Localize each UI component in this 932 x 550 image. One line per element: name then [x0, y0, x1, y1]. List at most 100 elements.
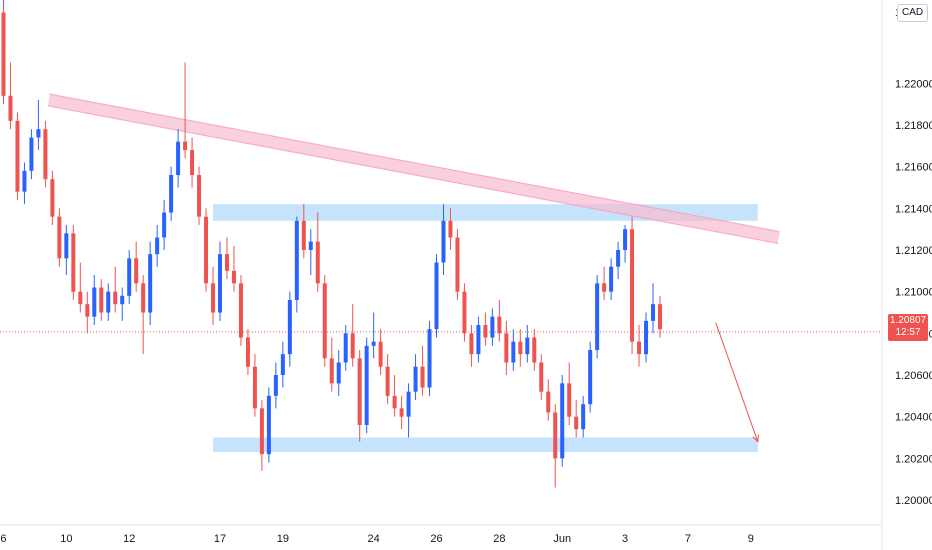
candle[interactable]	[399, 395, 404, 430]
candle[interactable]	[483, 312, 488, 346]
candle[interactable]	[560, 375, 565, 467]
candle[interactable]	[602, 266, 607, 300]
candle[interactable]	[385, 354, 390, 405]
candle[interactable]	[546, 379, 551, 421]
candle[interactable]	[57, 208, 62, 267]
candle[interactable]	[50, 170, 55, 225]
candle[interactable]	[259, 400, 264, 471]
candle[interactable]	[364, 337, 369, 434]
candle[interactable]	[308, 229, 313, 275]
candle[interactable]	[630, 216, 635, 355]
candle[interactable]	[518, 329, 523, 367]
candle[interactable]	[169, 166, 174, 221]
candle[interactable]	[441, 204, 446, 275]
candle[interactable]	[113, 266, 118, 313]
candle[interactable]	[231, 245, 236, 292]
candle[interactable]	[176, 129, 181, 188]
candle[interactable]	[134, 241, 139, 292]
candle[interactable]	[539, 354, 544, 400]
candle[interactable]	[406, 383, 411, 438]
candle[interactable]	[623, 225, 628, 263]
candle[interactable]	[455, 229, 460, 300]
candle[interactable]	[420, 345, 425, 396]
candle[interactable]	[266, 387, 271, 463]
candle[interactable]	[357, 350, 362, 442]
candle[interactable]	[99, 279, 104, 321]
candle[interactable]	[29, 129, 34, 180]
candle[interactable]	[497, 300, 502, 342]
candle[interactable]	[413, 354, 418, 400]
candle[interactable]	[238, 275, 243, 346]
candle[interactable]	[616, 241, 621, 280]
candle[interactable]	[301, 204, 306, 259]
candle[interactable]	[1, 0, 6, 105]
candle[interactable]	[392, 375, 397, 417]
candle[interactable]	[343, 325, 348, 371]
currency-badge[interactable]: CAD	[897, 4, 929, 22]
candle[interactable]	[511, 329, 516, 371]
candle[interactable]	[252, 354, 257, 417]
candle[interactable]	[371, 312, 376, 359]
candle[interactable]	[85, 291, 90, 334]
candle[interactable]	[120, 287, 125, 321]
candle[interactable]	[525, 325, 530, 363]
candle[interactable]	[350, 304, 355, 367]
candle[interactable]	[658, 295, 662, 338]
candle[interactable]	[141, 275, 146, 355]
candle[interactable]	[8, 62, 13, 130]
candle[interactable]	[36, 100, 41, 150]
candle[interactable]	[43, 120, 48, 188]
candle[interactable]	[183, 62, 188, 159]
candle[interactable]	[644, 312, 649, 363]
candle[interactable]	[434, 254, 439, 338]
candle[interactable]	[329, 337, 334, 392]
candle[interactable]	[78, 262, 83, 313]
candle[interactable]	[322, 275, 327, 367]
time-axis[interactable]: 6 10 12 17 19 24 26 28 Jun 3 7 9	[0, 533, 753, 545]
candle[interactable]	[294, 216, 299, 313]
candle[interactable]	[504, 320, 509, 375]
candle[interactable]	[190, 137, 195, 188]
candle[interactable]	[273, 362, 278, 409]
candle[interactable]	[567, 362, 572, 426]
candle[interactable]	[462, 283, 467, 342]
candle[interactable]	[64, 225, 69, 275]
candle[interactable]	[280, 341, 285, 388]
candle[interactable]	[224, 237, 229, 280]
candle[interactable]	[211, 266, 216, 325]
candle[interactable]	[427, 320, 432, 396]
price-axis[interactable]: 1.200001.202001.204001.206001.208001.210…	[895, 7, 932, 507]
candle[interactable]	[469, 325, 474, 367]
candle[interactable]	[155, 225, 160, 267]
candle[interactable]	[92, 275, 97, 325]
candle[interactable]	[378, 329, 383, 375]
candle[interactable]	[448, 208, 453, 250]
candle[interactable]	[336, 350, 341, 396]
candle[interactable]	[287, 291, 292, 367]
candle[interactable]	[106, 283, 111, 321]
candle[interactable]	[22, 162, 27, 205]
candle[interactable]	[245, 329, 250, 375]
candle[interactable]	[197, 166, 202, 225]
candle[interactable]	[609, 258, 614, 300]
candle[interactable]	[315, 212, 320, 292]
forecast-arrow[interactable]	[715, 322, 759, 442]
candle[interactable]	[574, 400, 579, 438]
candle[interactable]	[476, 316, 481, 363]
candle[interactable]	[553, 404, 558, 488]
descending-trendline[interactable]	[47, 93, 780, 244]
candle[interactable]	[204, 208, 209, 292]
candle[interactable]	[588, 341, 593, 413]
candle[interactable]	[595, 275, 600, 359]
candle[interactable]	[127, 250, 132, 305]
candle[interactable]	[532, 329, 537, 371]
candle[interactable]	[218, 241, 222, 321]
candle[interactable]	[162, 200, 167, 250]
support-zone[interactable]	[213, 437, 758, 453]
candle[interactable]	[71, 225, 76, 300]
candle[interactable]	[637, 325, 642, 367]
candle[interactable]	[148, 241, 153, 325]
candle[interactable]	[15, 112, 20, 201]
candle[interactable]	[651, 283, 656, 334]
